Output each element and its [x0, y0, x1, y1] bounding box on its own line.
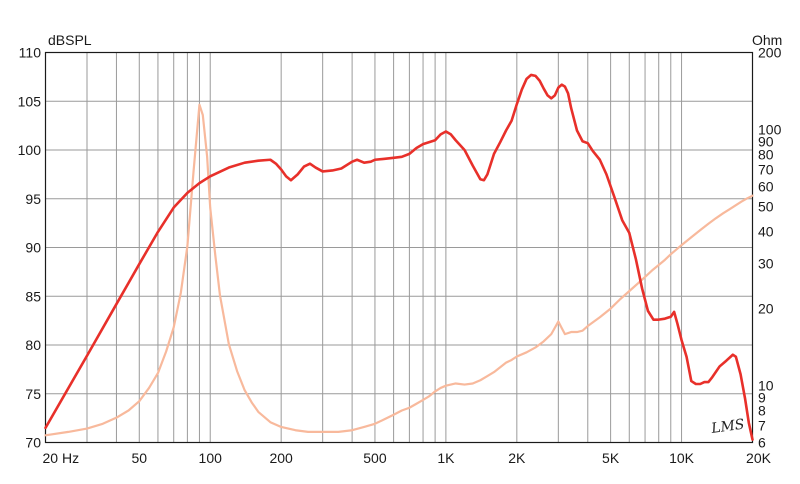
- y-right-tick-label: 200: [758, 45, 782, 61]
- y-right-tick-label: 10: [758, 378, 774, 394]
- y-right-tick-label: 70: [758, 161, 774, 177]
- y-right-tick-label: 60: [758, 178, 774, 194]
- y-right-tick-label: 8: [758, 403, 766, 419]
- y-left-tick-label: 80: [25, 337, 41, 353]
- y-right-axis-label: Ohm: [752, 32, 782, 48]
- y-right-tick-label: 80: [758, 146, 774, 162]
- lms-logo: LMS: [709, 416, 745, 437]
- y-right-tick-label: 7: [758, 417, 766, 433]
- spl-curve: [44, 73, 754, 441]
- y-left-tick-label: 110: [19, 45, 42, 61]
- y-right-tick-label: 50: [758, 199, 774, 215]
- tick-labels: 20 Hz 50 100 200 500 1K 2K 5K 10K 20K707580859095…: [18, 45, 782, 467]
- x-tick-label: 200: [269, 450, 293, 466]
- grid: [45, 52, 753, 443]
- y-right-tick-label: 40: [758, 224, 774, 240]
- x-tick-label: 100: [199, 450, 223, 466]
- x-tick-label: 2K: [508, 450, 526, 466]
- y-left-tick-label: 85: [25, 288, 41, 304]
- y-left-tick-label: 100: [18, 142, 42, 158]
- plot-frame: [44, 51, 754, 444]
- x-tick-label: 20K: [746, 450, 772, 466]
- y-left-tick-label: 105: [18, 93, 42, 109]
- x-tick-label: 5K: [602, 450, 620, 466]
- y-left-tick-label: 75: [25, 386, 41, 402]
- x-tick-label: 50: [131, 450, 147, 466]
- x-tick-label: 10K: [669, 450, 695, 466]
- y-right-tick-label: 9: [758, 389, 766, 405]
- x-tick-label: 500: [363, 450, 387, 466]
- y-right-tick-label: 90: [758, 133, 774, 149]
- y-left-tick-label: 95: [25, 191, 41, 207]
- impedance-curve: [44, 103, 754, 437]
- x-tick-label: 20 Hz: [43, 450, 80, 466]
- x-tick-label: 1K: [437, 450, 455, 466]
- y-right-tick-label: 6: [758, 435, 766, 451]
- y-left-tick-label: 70: [25, 435, 41, 451]
- y-right-tick-label: 30: [758, 255, 774, 271]
- y-right-tick-label: 20: [758, 301, 774, 317]
- y-left-tick-label: 90: [25, 240, 41, 256]
- y-right-tick-label: 100: [758, 122, 782, 138]
- series-layer: [44, 73, 754, 441]
- y-left-axis-label: dBSPL: [48, 32, 92, 48]
